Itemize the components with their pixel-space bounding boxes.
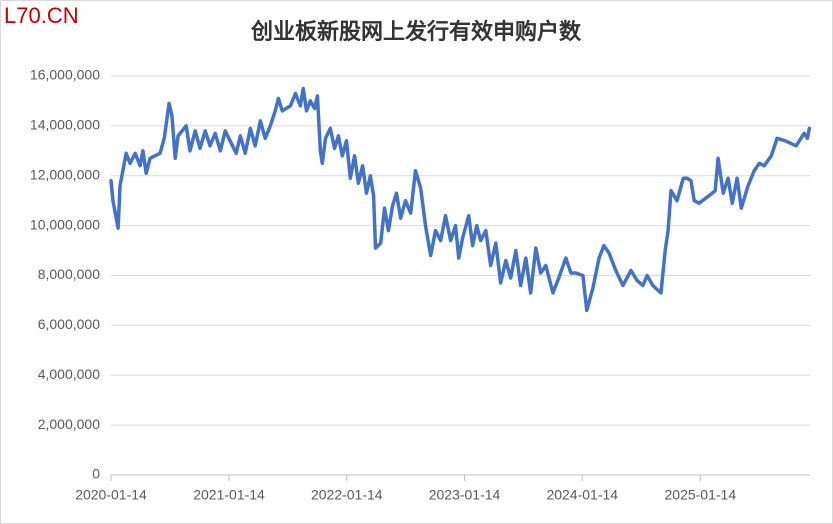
- x-tick-label: 2025-01-14: [665, 487, 737, 503]
- y-tick-label: 14,000,000: [30, 117, 100, 133]
- y-tick-label: 12,000,000: [30, 166, 100, 182]
- x-tick-label: 2024-01-14: [546, 487, 618, 503]
- y-tick-label: 6,000,000: [38, 316, 100, 332]
- y-tick-label: 8,000,000: [38, 266, 100, 282]
- data-line: [109, 86, 812, 313]
- y-tick-label: 0: [92, 466, 100, 482]
- y-tick-label: 10,000,000: [30, 216, 100, 232]
- x-tick-label: 2020-01-14: [75, 487, 147, 503]
- x-tick-label: 2022-01-14: [311, 487, 383, 503]
- watermark: L70.CN: [4, 3, 79, 28]
- y-tick-label: 16,000,000: [30, 67, 100, 83]
- x-tick-label: 2021-01-14: [193, 487, 265, 503]
- y-tick-label: 4,000,000: [38, 366, 100, 382]
- y-tick-label: 2,000,000: [38, 416, 100, 432]
- x-tick-label: 2023-01-14: [429, 487, 501, 503]
- chart-title: 创业板新股网上发行有效申购户数: [250, 19, 582, 45]
